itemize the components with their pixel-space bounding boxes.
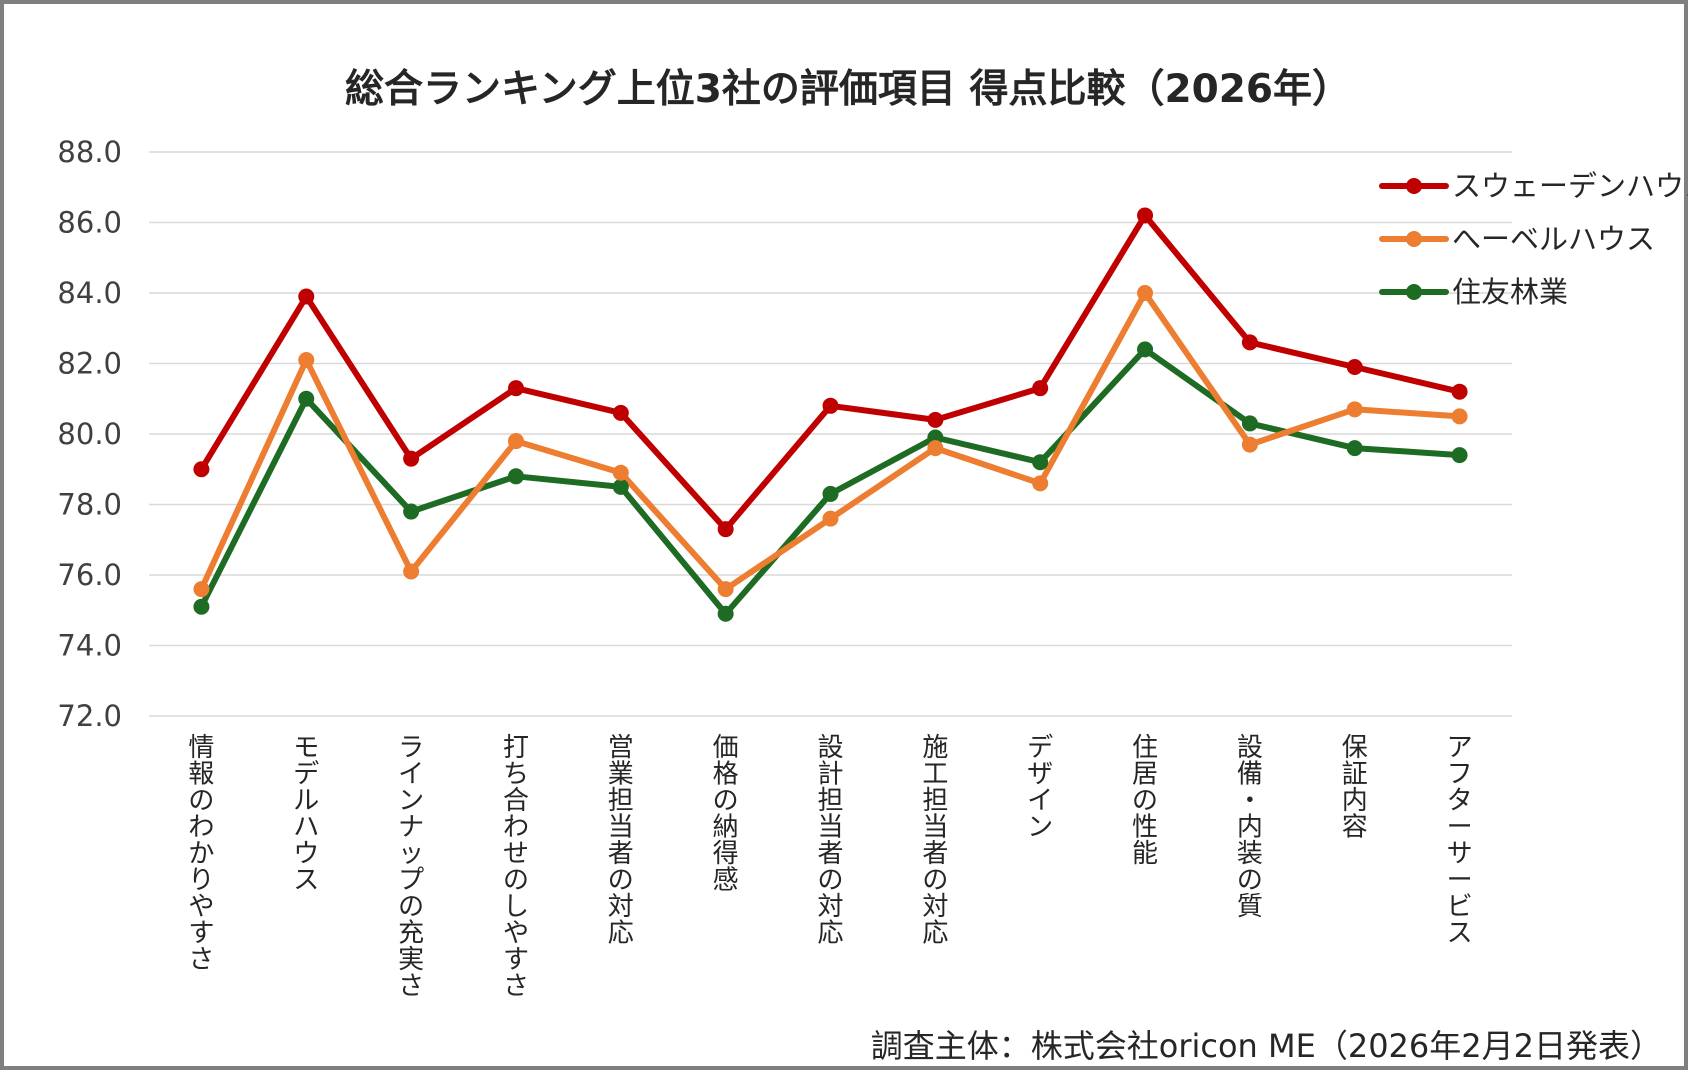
y-tick-label: 88.0 bbox=[57, 135, 122, 169]
data-point bbox=[717, 581, 734, 598]
data-point bbox=[1032, 380, 1049, 397]
data-point bbox=[717, 605, 734, 622]
data-point bbox=[1137, 285, 1154, 301]
data-point bbox=[1241, 436, 1258, 453]
line-chart: 総合ランキング上位3社の評価項目 得点比較（2026年） 72.0 74.0 76.… bbox=[57, 67, 1688, 1065]
data-point bbox=[507, 433, 524, 450]
data-point bbox=[1241, 415, 1258, 432]
source-note: 調査主体：株式会社oricon ME（2026年2月2日発表） bbox=[871, 1027, 1662, 1065]
x-tick-label: 施工担当者の対応 bbox=[922, 733, 948, 949]
data-point bbox=[403, 563, 420, 580]
y-tick-label: 78.0 bbox=[57, 488, 122, 522]
x-tick-label: 情報のわかりやすさ bbox=[188, 733, 214, 975]
y-tick-label: 74.0 bbox=[57, 629, 122, 663]
y-tick-label: 80.0 bbox=[57, 417, 122, 451]
data-point bbox=[1137, 341, 1154, 358]
legend-label: 住友林業 bbox=[1452, 275, 1568, 309]
data-point bbox=[612, 404, 629, 421]
data-point bbox=[612, 464, 629, 481]
data-point bbox=[822, 485, 839, 502]
legend-swatch-point bbox=[1406, 231, 1422, 247]
x-tick-label: 設計担当者の対応 bbox=[817, 733, 843, 949]
series-line bbox=[198, 212, 1463, 533]
x-tick-label: 営業担当者の対応 bbox=[608, 733, 634, 949]
data-point bbox=[822, 510, 839, 527]
legend-label: へーベルハウス bbox=[1452, 222, 1655, 256]
x-tick-label: 住居の性能 bbox=[1132, 733, 1158, 869]
data-point bbox=[927, 411, 944, 428]
data-point bbox=[193, 461, 210, 478]
data-point bbox=[1346, 401, 1363, 418]
data-point bbox=[1032, 454, 1049, 471]
data-point bbox=[507, 380, 524, 397]
y-axis-ticks: 72.0 74.0 76.0 78.0 80.0 82.0 84.0 86.0 88.0 bbox=[57, 135, 122, 733]
data-point bbox=[1241, 334, 1258, 351]
data-point bbox=[927, 440, 944, 457]
chart-title: 総合ランキング上位3社の評価項目 得点比較（2026年） bbox=[345, 67, 1351, 112]
series-line bbox=[198, 290, 1463, 593]
data-point bbox=[822, 397, 839, 414]
data-point bbox=[298, 390, 315, 407]
data-point bbox=[1346, 440, 1363, 457]
data-point bbox=[612, 478, 629, 495]
data-point bbox=[1451, 383, 1468, 400]
x-tick-label: モデルハウス bbox=[293, 733, 319, 896]
y-tick-label: 72.0 bbox=[57, 699, 122, 733]
data-point bbox=[193, 581, 210, 598]
series-lines bbox=[198, 212, 1463, 617]
x-tick-label: デザイン bbox=[1027, 733, 1053, 843]
data-point bbox=[193, 598, 210, 615]
data-point bbox=[1451, 408, 1468, 425]
data-point bbox=[1346, 359, 1363, 376]
series-line bbox=[198, 346, 1463, 617]
x-tick-label: 設備・内装の質 bbox=[1237, 733, 1263, 922]
x-tick-label: ラインナップの充実さ bbox=[398, 733, 424, 1002]
y-tick-label: 82.0 bbox=[57, 347, 122, 381]
series-points bbox=[193, 207, 1468, 622]
x-tick-label: 価格の納得感 bbox=[713, 733, 739, 896]
data-point bbox=[298, 288, 315, 305]
data-point bbox=[403, 450, 420, 467]
y-tick-label: 84.0 bbox=[57, 276, 122, 310]
legend-swatch-point bbox=[1406, 284, 1422, 300]
x-tick-label: 打ち合わせのしやすさ bbox=[503, 733, 529, 1002]
y-tick-label: 86.0 bbox=[57, 206, 122, 240]
data-point bbox=[507, 468, 524, 485]
data-point bbox=[717, 521, 734, 538]
legend-label: スウェーデンハウス bbox=[1452, 169, 1688, 203]
data-point bbox=[298, 351, 315, 368]
data-point bbox=[1451, 447, 1468, 464]
legend-swatch-point bbox=[1406, 178, 1422, 194]
data-point bbox=[1032, 475, 1049, 492]
data-point bbox=[1137, 207, 1154, 224]
x-axis-ticks: 情報のわかりやすさ モデルハウス ラインナップの充実さ 打ち合わせのしやすさ 営業担当者… bbox=[188, 733, 1472, 1002]
y-tick-label: 76.0 bbox=[57, 558, 122, 592]
x-tick-label: アフターサービス bbox=[1447, 733, 1473, 949]
data-point bbox=[403, 503, 420, 520]
x-tick-label: 保証内容 bbox=[1342, 733, 1368, 843]
